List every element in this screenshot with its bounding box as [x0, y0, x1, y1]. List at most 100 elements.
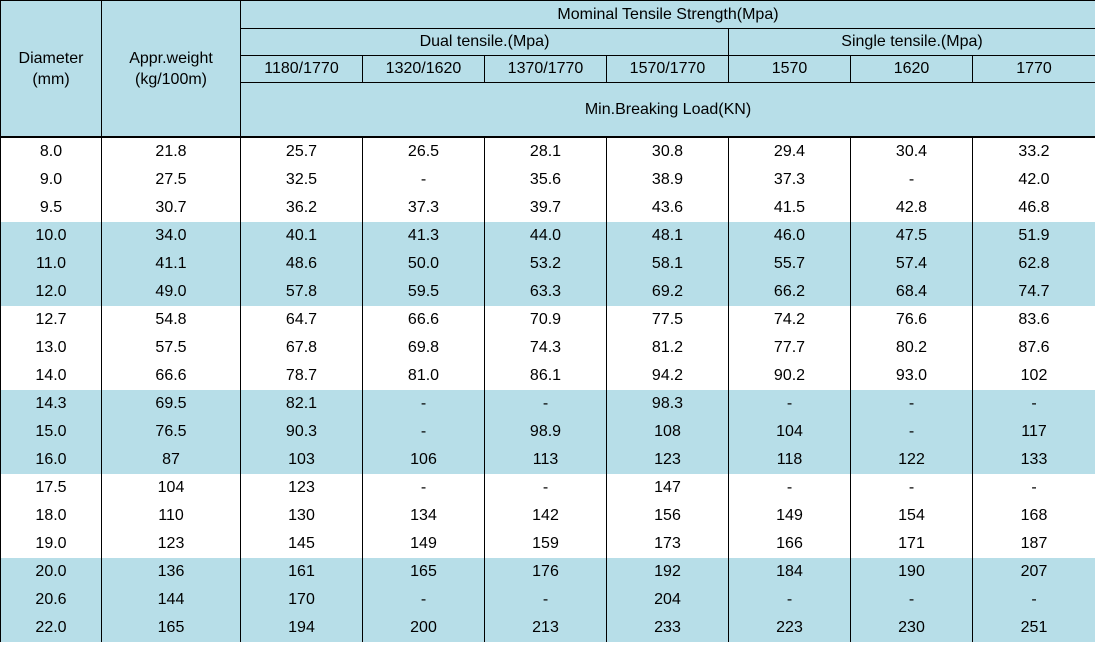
- table-cell: 66.6: [362, 306, 485, 334]
- table-cell: 46.8: [972, 194, 1095, 222]
- table-cell: 161: [240, 558, 363, 586]
- table-cell: 102: [972, 362, 1095, 390]
- table-cell: 8.0: [0, 137, 102, 166]
- header-line: Appr.weight: [129, 49, 213, 67]
- table-cell: 69.5: [101, 390, 241, 418]
- table-cell: -: [728, 474, 851, 502]
- table-cell: -: [972, 390, 1095, 418]
- table-row: 16.0 87 103 106 113 123 118 122 133: [0, 446, 1095, 474]
- table-cell: 113: [484, 446, 607, 474]
- table-cell: 81.0: [362, 362, 485, 390]
- table-cell: -: [484, 390, 607, 418]
- table-cell: 34.0: [101, 222, 241, 250]
- table-cell: 173: [606, 530, 729, 558]
- table-cell: 48.1: [606, 222, 729, 250]
- table-cell: 123: [240, 474, 363, 502]
- table-cell: -: [850, 166, 973, 194]
- load-header: Min.Breaking Load(KN): [240, 82, 1095, 138]
- table-row: 22.0 165 194 200 213 233 223 230 251: [0, 614, 1095, 642]
- table-body: 8.0 21.8 25.7 26.5 28.1 30.8 29.4 30.4 33.2 9.0 27…: [0, 137, 1095, 642]
- table-cell: 80.2: [850, 334, 973, 362]
- table-cell: 133: [972, 446, 1095, 474]
- table-cell: 187: [972, 530, 1095, 558]
- grade-header: 1770: [972, 55, 1095, 83]
- table-cell: 134: [362, 502, 485, 530]
- single-header: Single tensile.(Mpa): [728, 28, 1095, 56]
- table-cell: 93.0: [850, 362, 973, 390]
- table-cell: 30.4: [850, 137, 973, 166]
- table-cell: 57.8: [240, 278, 363, 306]
- table-row: 20.6 144 170- -204- - -: [0, 586, 1095, 614]
- table-cell: 41.5: [728, 194, 851, 222]
- grade-row: 1180/1770 1320/1620 1370/1770 1570/1770 1570…: [1, 55, 1095, 83]
- table-cell: 42.8: [850, 194, 973, 222]
- table-cell: 35.6: [484, 166, 607, 194]
- table-cell: 53.2: [484, 250, 607, 278]
- table-cell: 10.0: [0, 222, 102, 250]
- table-cell: -: [728, 390, 851, 418]
- table-cell: 98.3: [606, 390, 729, 418]
- table-cell: 78.7: [240, 362, 363, 390]
- table-cell: 12.0: [0, 278, 102, 306]
- table-cell: 136: [101, 558, 241, 586]
- table-cell: 168: [972, 502, 1095, 530]
- table-header: Diameter (mm) Appr.weight (kg/100m) Momina…: [0, 0, 1095, 138]
- table-cell: -: [972, 586, 1095, 614]
- table-cell: 42.0: [972, 166, 1095, 194]
- table-row: 18.0 110 130 134 142 156 149 154 168: [0, 502, 1095, 530]
- table-cell: 12.7: [0, 306, 102, 334]
- table-cell: 49.0: [101, 278, 241, 306]
- table-cell: 144: [101, 586, 241, 614]
- table-cell: 142: [484, 502, 607, 530]
- table-row: 17.5 104 123- -147- - -: [0, 474, 1095, 502]
- table-row: 14.3 69.5 82.1- -98.3- - -: [0, 390, 1095, 418]
- table-row: 8.0 21.8 25.7 26.5 28.1 30.8 29.4 30.4 33.2: [0, 137, 1095, 166]
- table-cell: 14.3: [0, 390, 102, 418]
- header-line: (mm): [32, 70, 70, 88]
- table-cell: 77.7: [728, 334, 851, 362]
- table-row: 14.0 66.6 78.7 81.0 86.1 94.2 90.2 93.0 102: [0, 362, 1095, 390]
- table-cell: -: [362, 474, 485, 502]
- table-cell: 57.4: [850, 250, 973, 278]
- table-cell: -: [362, 586, 485, 614]
- table-cell: 149: [728, 502, 851, 530]
- table-cell: 41.3: [362, 222, 485, 250]
- table-cell: 200: [362, 614, 485, 642]
- table-cell: 90.3: [240, 418, 363, 446]
- weight-header: Appr.weight (kg/100m): [101, 0, 241, 138]
- table-row: 12.7 54.8 64.7 66.6 70.9 77.5 74.2 76.6 83.6: [0, 306, 1095, 334]
- table-cell: 41.1: [101, 250, 241, 278]
- table-cell: 20.6: [0, 586, 102, 614]
- table-cell: 37.3: [362, 194, 485, 222]
- table-cell: 74.7: [972, 278, 1095, 306]
- table-cell: 86.1: [484, 362, 607, 390]
- table-cell: 51.9: [972, 222, 1095, 250]
- table-cell: 74.3: [484, 334, 607, 362]
- table-cell: 192: [606, 558, 729, 586]
- table-cell: 57.5: [101, 334, 241, 362]
- table-cell: 207: [972, 558, 1095, 586]
- header-line: (kg/100m): [134, 70, 208, 88]
- table-row: 12.0 49.0 57.8 59.5 63.3 69.2 66.2 68.4 74.7: [0, 278, 1095, 306]
- table-cell: 87.6: [972, 334, 1095, 362]
- table-cell: 108: [606, 418, 729, 446]
- table-cell: 118: [728, 446, 851, 474]
- table-cell: 33.2: [972, 137, 1095, 166]
- table-cell: 81.2: [606, 334, 729, 362]
- table-row: 10.0 34.0 40.1 41.3 44.0 48.1 46.0 47.5 51.9: [0, 222, 1095, 250]
- table-cell: -: [972, 474, 1095, 502]
- table-row: 15.0 76.5 90.3-98.9 108 104-117: [0, 418, 1095, 446]
- table-cell: 11.0: [0, 250, 102, 278]
- table-cell: 30.8: [606, 137, 729, 166]
- grade-header: 1180/1770: [240, 55, 363, 83]
- table-cell: 19.0: [0, 530, 102, 558]
- table-cell: 30.7: [101, 194, 241, 222]
- table-cell: 103: [240, 446, 363, 474]
- table-cell: 223: [728, 614, 851, 642]
- table-cell: 18.0: [0, 502, 102, 530]
- table-cell: -: [850, 586, 973, 614]
- table-cell: 204: [606, 586, 729, 614]
- table-cell: -: [728, 586, 851, 614]
- table-cell: 77.5: [606, 306, 729, 334]
- grade-header: 1620: [850, 55, 973, 83]
